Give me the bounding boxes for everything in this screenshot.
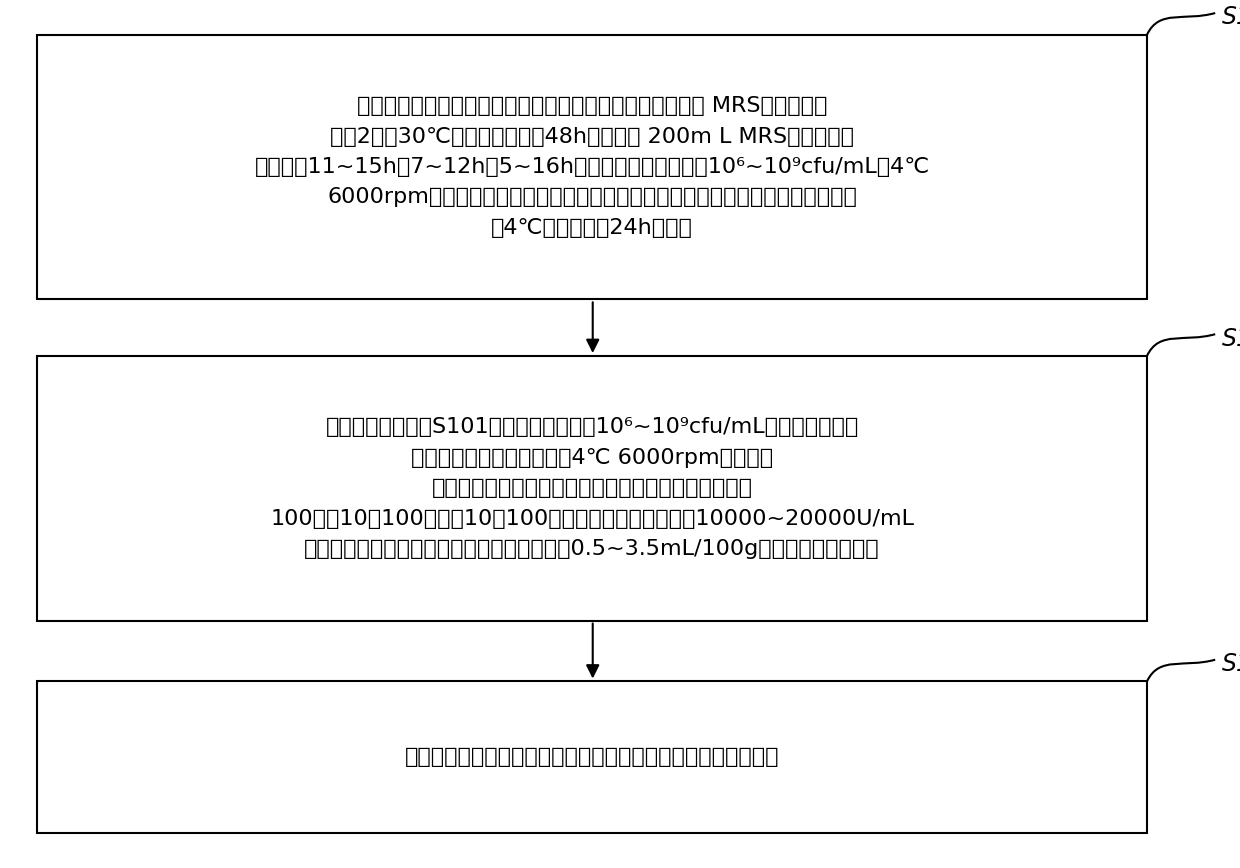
- Bar: [37, 356, 1147, 621]
- Text: S102: S102: [1221, 326, 1240, 351]
- Text: 采用喷雾干燥、真空冷冻干燥或微波干燥方式中的一种进行干燥: 采用喷雾干燥、真空冷冻干燥或微波干燥方式中的一种进行干燥: [404, 747, 780, 767]
- Text: 菌酶母液的制备：S101得到的活菌数达到10⁶~10⁹cfu/mL的植物乳杆菌、
乳酸片球菌、戊糖片球菌在4℃ 6000rpm离心后，
植物乳杆菌：乳酸片球菌：: 菌酶母液的制备：S101得到的活菌数达到10⁶~10⁹cfu/mL的植物乳杆菌、…: [270, 418, 914, 559]
- Bar: [37, 35, 1147, 299]
- Text: 菌种的制备：植物乳杆菌、乳酸片球菌、戊糖片球菌均采用 MRS琼脂培养基
活化2次，30℃培养分别培养至48h；接种至 200m L MRS液体培养基
分别培养1: 菌种的制备：植物乳杆菌、乳酸片球菌、戊糖片球菌均采用 MRS琼脂培养基 活化2次…: [254, 96, 930, 238]
- Text: S101: S101: [1221, 5, 1240, 30]
- Bar: [37, 681, 1147, 833]
- Text: S103: S103: [1221, 652, 1240, 676]
